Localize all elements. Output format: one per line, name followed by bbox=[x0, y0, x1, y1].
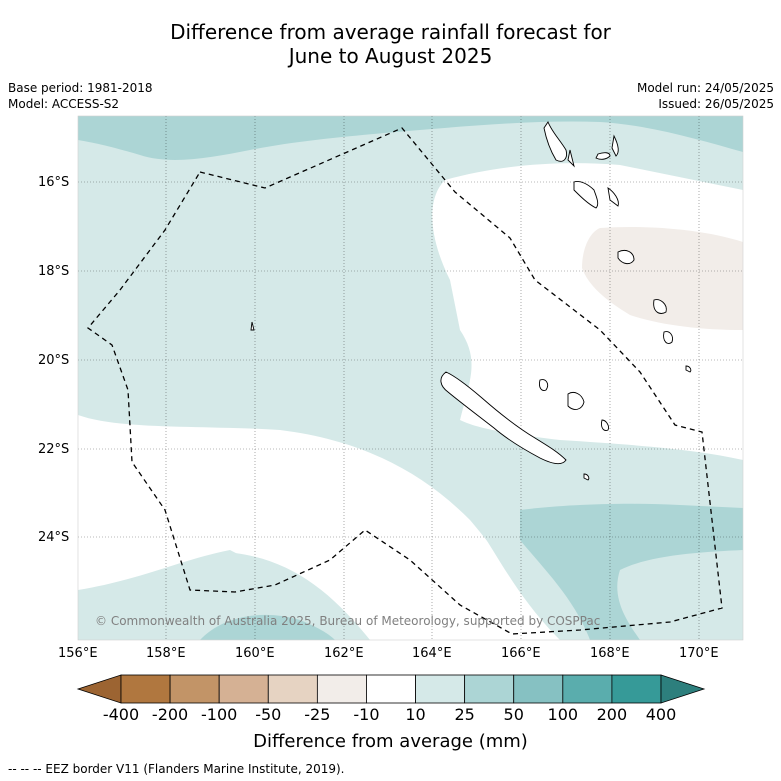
island-north-3 bbox=[595, 152, 611, 160]
islet-east bbox=[685, 365, 692, 373]
vanuatu-island-3 bbox=[617, 249, 635, 265]
lon-label-160e: 160°E bbox=[235, 646, 275, 661]
lat-label-16s: 16°S bbox=[38, 175, 70, 190]
colorbar-tick-label: 400 bbox=[645, 705, 677, 724]
lon-label-158e: 158°E bbox=[146, 646, 186, 661]
map-frame bbox=[77, 115, 744, 641]
colorbar-tick-label: -25 bbox=[304, 705, 331, 724]
colorbar-tick-label: -400 bbox=[102, 705, 140, 724]
loyalty-island-3 bbox=[601, 419, 609, 431]
colorbar-cell bbox=[267, 674, 318, 704]
colorbar-cell bbox=[218, 674, 269, 704]
colorbar-cell bbox=[513, 674, 564, 704]
colorbar bbox=[76, 674, 706, 704]
colorbar-extend-high bbox=[660, 674, 706, 704]
colorbar-cell bbox=[611, 674, 662, 704]
lon-label-166e: 166°E bbox=[501, 646, 541, 661]
eez-footnote: -- -- -- EEZ border V11 (Flanders Marine… bbox=[8, 762, 345, 776]
lon-label-168e: 168°E bbox=[590, 646, 630, 661]
near-average-area-south bbox=[78, 415, 560, 640]
vanuatu-island-2 bbox=[607, 187, 619, 207]
loyalty-island-2 bbox=[539, 379, 549, 391]
vanuatu-island-5 bbox=[663, 331, 673, 344]
colorbar-cell bbox=[464, 674, 515, 704]
colorbar-cell bbox=[120, 674, 171, 704]
island-north-1 bbox=[543, 121, 567, 162]
map-title-line2: June to August 2025 bbox=[288, 44, 493, 68]
colorbar-extend-low bbox=[76, 674, 122, 704]
graticule bbox=[78, 116, 743, 640]
colorbar-title: Difference from average (mm) bbox=[253, 731, 528, 752]
lon-label-164e: 164°E bbox=[412, 646, 452, 661]
colorbar-tick-label: 50 bbox=[503, 705, 524, 724]
colorbar-cells bbox=[120, 674, 662, 704]
copyright-note: © Commonwealth of Australia 2025, Bureau… bbox=[95, 614, 601, 628]
issued-date: Issued: 26/05/2025 bbox=[658, 97, 774, 111]
colorbar-cell bbox=[366, 674, 416, 704]
map-title-line1: Difference from average rainfall forecas… bbox=[170, 20, 611, 44]
islet-south bbox=[583, 473, 590, 481]
lat-label-24s: 24°S bbox=[38, 530, 70, 545]
colorbar-tick-label: -200 bbox=[151, 705, 189, 724]
model-run: Model run: 24/05/2025 bbox=[636, 81, 774, 95]
island-north-2 bbox=[567, 149, 575, 168]
rainfall-map bbox=[78, 116, 743, 640]
colorbar-cell bbox=[415, 674, 466, 704]
colorbar-tick-label: 100 bbox=[547, 705, 579, 724]
colorbar-cell bbox=[562, 674, 613, 704]
new-caledonia-island bbox=[440, 371, 567, 465]
light-teal-patch-south bbox=[78, 553, 370, 640]
colorbar-cell bbox=[169, 674, 220, 704]
colorbar-tick-label: 10 bbox=[405, 705, 426, 724]
loyalty-island-1 bbox=[567, 391, 585, 410]
island-north-4 bbox=[611, 134, 619, 157]
mid-teal-area-southeast bbox=[520, 503, 743, 640]
colorbar-cell bbox=[316, 674, 367, 704]
islet-west bbox=[250, 321, 255, 331]
colorbar-tick-label: -10 bbox=[353, 705, 380, 724]
lat-label-18s: 18°S bbox=[38, 264, 70, 279]
colorbar-tick-label: -100 bbox=[201, 705, 238, 724]
model-name: Model: ACCESS-S2 bbox=[8, 97, 120, 111]
base-period: Base period: 1981-2018 bbox=[8, 81, 153, 95]
lon-label-162e: 162°E bbox=[324, 646, 364, 661]
lon-label-156e: 156°E bbox=[58, 646, 98, 661]
colorbar-tick-label: 25 bbox=[454, 705, 475, 724]
vanuatu-island-1 bbox=[573, 181, 599, 209]
vanuatu-island-4 bbox=[653, 299, 667, 314]
colorbar-tick-label: 200 bbox=[596, 705, 628, 724]
lat-label-20s: 20°S bbox=[38, 353, 70, 368]
lat-label-22s: 22°S bbox=[38, 442, 70, 457]
mid-teal-patch-south bbox=[200, 614, 335, 640]
lon-label-170e: 170°E bbox=[679, 646, 719, 661]
mid-teal-area-north bbox=[78, 116, 743, 160]
eez-border bbox=[87, 127, 723, 635]
coastlines bbox=[250, 121, 692, 481]
colorbar-tick-label: -50 bbox=[255, 705, 282, 724]
